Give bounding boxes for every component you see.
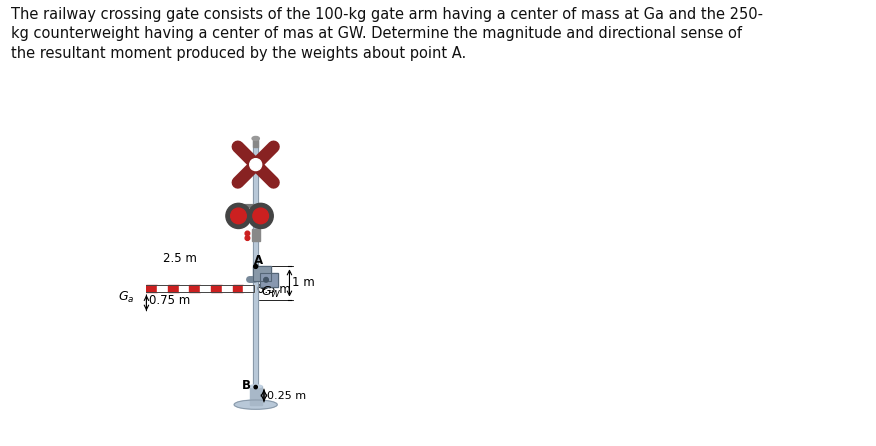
Bar bbox=[251, 229, 259, 241]
Circle shape bbox=[137, 285, 143, 292]
Text: 0.5 m: 0.5 m bbox=[258, 283, 291, 296]
Ellipse shape bbox=[250, 385, 262, 388]
Bar bbox=[179, 285, 189, 292]
Bar bbox=[125, 285, 136, 292]
Bar bbox=[103, 285, 114, 292]
Circle shape bbox=[250, 159, 262, 170]
Text: B: B bbox=[242, 379, 251, 392]
Circle shape bbox=[230, 208, 246, 224]
Bar bbox=[253, 138, 258, 147]
Bar bbox=[201, 285, 211, 292]
Ellipse shape bbox=[234, 400, 277, 409]
Text: 1 m: 1 m bbox=[292, 277, 314, 289]
Text: $\mathit{G}_{a}$: $\mathit{G}_{a}$ bbox=[118, 290, 135, 306]
Circle shape bbox=[264, 277, 268, 282]
Bar bbox=[244, 285, 254, 292]
Bar bbox=[253, 266, 272, 281]
Text: A: A bbox=[254, 254, 263, 267]
Circle shape bbox=[248, 203, 273, 228]
Text: 2.5 m: 2.5 m bbox=[163, 252, 196, 265]
Ellipse shape bbox=[252, 136, 259, 140]
Bar bbox=[146, 285, 157, 292]
Bar bbox=[168, 285, 179, 292]
Bar bbox=[222, 285, 232, 292]
Bar bbox=[259, 273, 278, 287]
Bar bbox=[232, 285, 244, 292]
Bar bbox=[259, 273, 278, 287]
Bar bbox=[250, 386, 262, 405]
Bar bbox=[103, 285, 254, 292]
Bar bbox=[114, 285, 125, 292]
Bar bbox=[189, 285, 201, 292]
Circle shape bbox=[245, 231, 250, 236]
Circle shape bbox=[115, 287, 118, 291]
Circle shape bbox=[138, 287, 142, 291]
Circle shape bbox=[226, 203, 251, 228]
Circle shape bbox=[254, 264, 258, 268]
Circle shape bbox=[253, 208, 268, 224]
Bar bbox=[253, 141, 258, 386]
Text: 0.75 m: 0.75 m bbox=[149, 294, 190, 307]
Circle shape bbox=[113, 285, 120, 292]
Text: The railway crossing gate consists of the 100-kg gate arm having a center of mas: The railway crossing gate consists of th… bbox=[11, 7, 762, 61]
Bar bbox=[253, 141, 258, 386]
Bar bbox=[157, 285, 168, 292]
Bar bbox=[136, 285, 146, 292]
Bar bbox=[211, 285, 222, 292]
Circle shape bbox=[254, 385, 258, 389]
Text: $\mathit{G}_{W}$: $\mathit{G}_{W}$ bbox=[261, 285, 281, 300]
Circle shape bbox=[245, 236, 250, 240]
Bar bbox=[253, 266, 272, 281]
Text: 0.25 m: 0.25 m bbox=[266, 391, 306, 401]
